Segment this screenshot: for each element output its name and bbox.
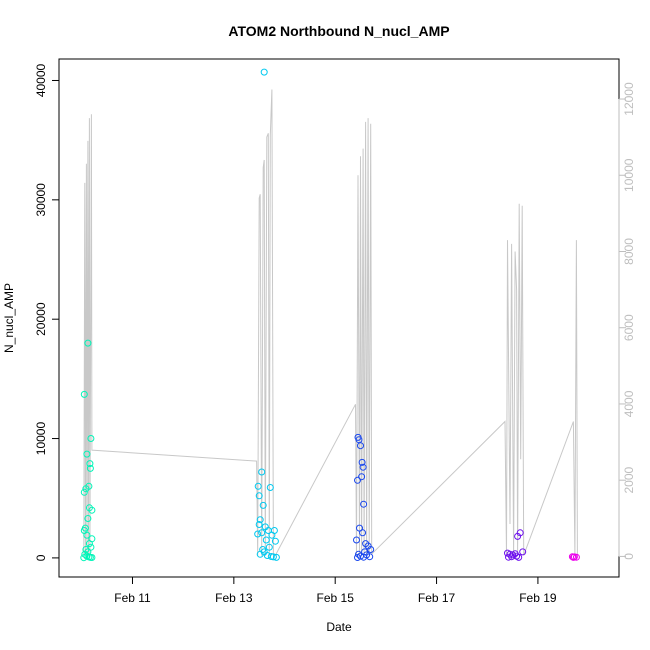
x-axis-label: Date	[326, 620, 352, 634]
y-tick-label: 40000	[34, 63, 48, 97]
data-point	[354, 476, 361, 484]
y2-tick-label: 6000	[622, 314, 636, 341]
data-point	[86, 464, 94, 472]
data-point	[256, 550, 264, 558]
data-point	[359, 463, 367, 471]
y2-tick-label: 10000	[622, 158, 636, 192]
y2-tick-label: 12000	[622, 82, 636, 116]
data-point	[254, 530, 262, 538]
data-point	[360, 500, 368, 508]
x-tick-label: Feb 15	[317, 591, 355, 605]
data-point	[265, 543, 273, 551]
data-point	[359, 529, 367, 537]
data-point	[256, 516, 264, 524]
y-tick-label: 20000	[34, 302, 48, 336]
data-point	[259, 501, 267, 509]
data-point	[85, 504, 93, 512]
line-series	[83, 89, 578, 557]
data-point	[271, 537, 279, 545]
data-point	[270, 527, 278, 534]
data-point	[80, 390, 88, 398]
data-point	[258, 468, 266, 476]
data-point	[367, 546, 375, 553]
data-point	[260, 68, 268, 76]
y2-tick-label: 8000	[622, 238, 636, 265]
data-point	[88, 554, 96, 561]
data-point	[254, 482, 262, 490]
data-point	[358, 458, 366, 466]
y2-tick-label: 4000	[622, 390, 636, 417]
data-point	[516, 529, 524, 537]
data-point	[80, 488, 88, 496]
y2-tick-label: 0	[622, 553, 636, 560]
data-point	[85, 482, 93, 490]
y-axis: 0 10000 20000 30000 40000	[34, 63, 60, 561]
data-point	[87, 435, 95, 442]
y2-axis: 0 2000 4000 6000 8000 10000 12000	[618, 82, 636, 560]
y-tick-label: 0	[34, 554, 48, 561]
data-point	[255, 521, 263, 528]
data-point	[262, 536, 270, 544]
x-tick-label: Feb 17	[418, 591, 456, 605]
data-point	[84, 339, 92, 347]
data-point	[80, 554, 88, 562]
data-point	[266, 484, 274, 491]
x-tick-label: Feb 11	[114, 591, 151, 605]
data-point	[86, 460, 94, 468]
data-point	[85, 540, 93, 548]
data-point	[357, 442, 364, 450]
data-point	[569, 553, 577, 561]
series-line-0	[83, 89, 578, 557]
plot-frame	[58, 58, 620, 578]
y2-tick-label: 2000	[622, 467, 636, 494]
data-point	[515, 553, 523, 561]
data-point	[255, 492, 263, 500]
data-point	[83, 531, 91, 539]
data-point	[258, 529, 266, 537]
data-point	[83, 450, 91, 458]
y-tick-label: 30000	[34, 183, 48, 217]
data-point	[84, 515, 92, 522]
x-axis: Feb 11 Feb 13 Feb 15 Feb 17 Feb 19	[114, 576, 557, 605]
data-point	[355, 550, 362, 558]
chart-title: ATOM2 Northbound N_nucl_AMP	[228, 23, 449, 39]
data-point	[519, 548, 527, 556]
x-tick-label: Feb 19	[519, 591, 557, 605]
point-series	[80, 68, 580, 562]
y-axis-label: N_nucl_AMP	[2, 283, 16, 353]
data-point	[358, 473, 366, 481]
y-tick-label: 10000	[34, 422, 48, 456]
data-point	[572, 553, 580, 561]
data-point	[356, 524, 363, 532]
data-point	[353, 536, 360, 544]
data-point	[354, 554, 361, 561]
x-tick-label: Feb 13	[215, 591, 253, 605]
data-point	[505, 553, 512, 561]
data-point	[269, 553, 277, 561]
data-point	[272, 553, 280, 561]
data-point	[508, 553, 516, 561]
